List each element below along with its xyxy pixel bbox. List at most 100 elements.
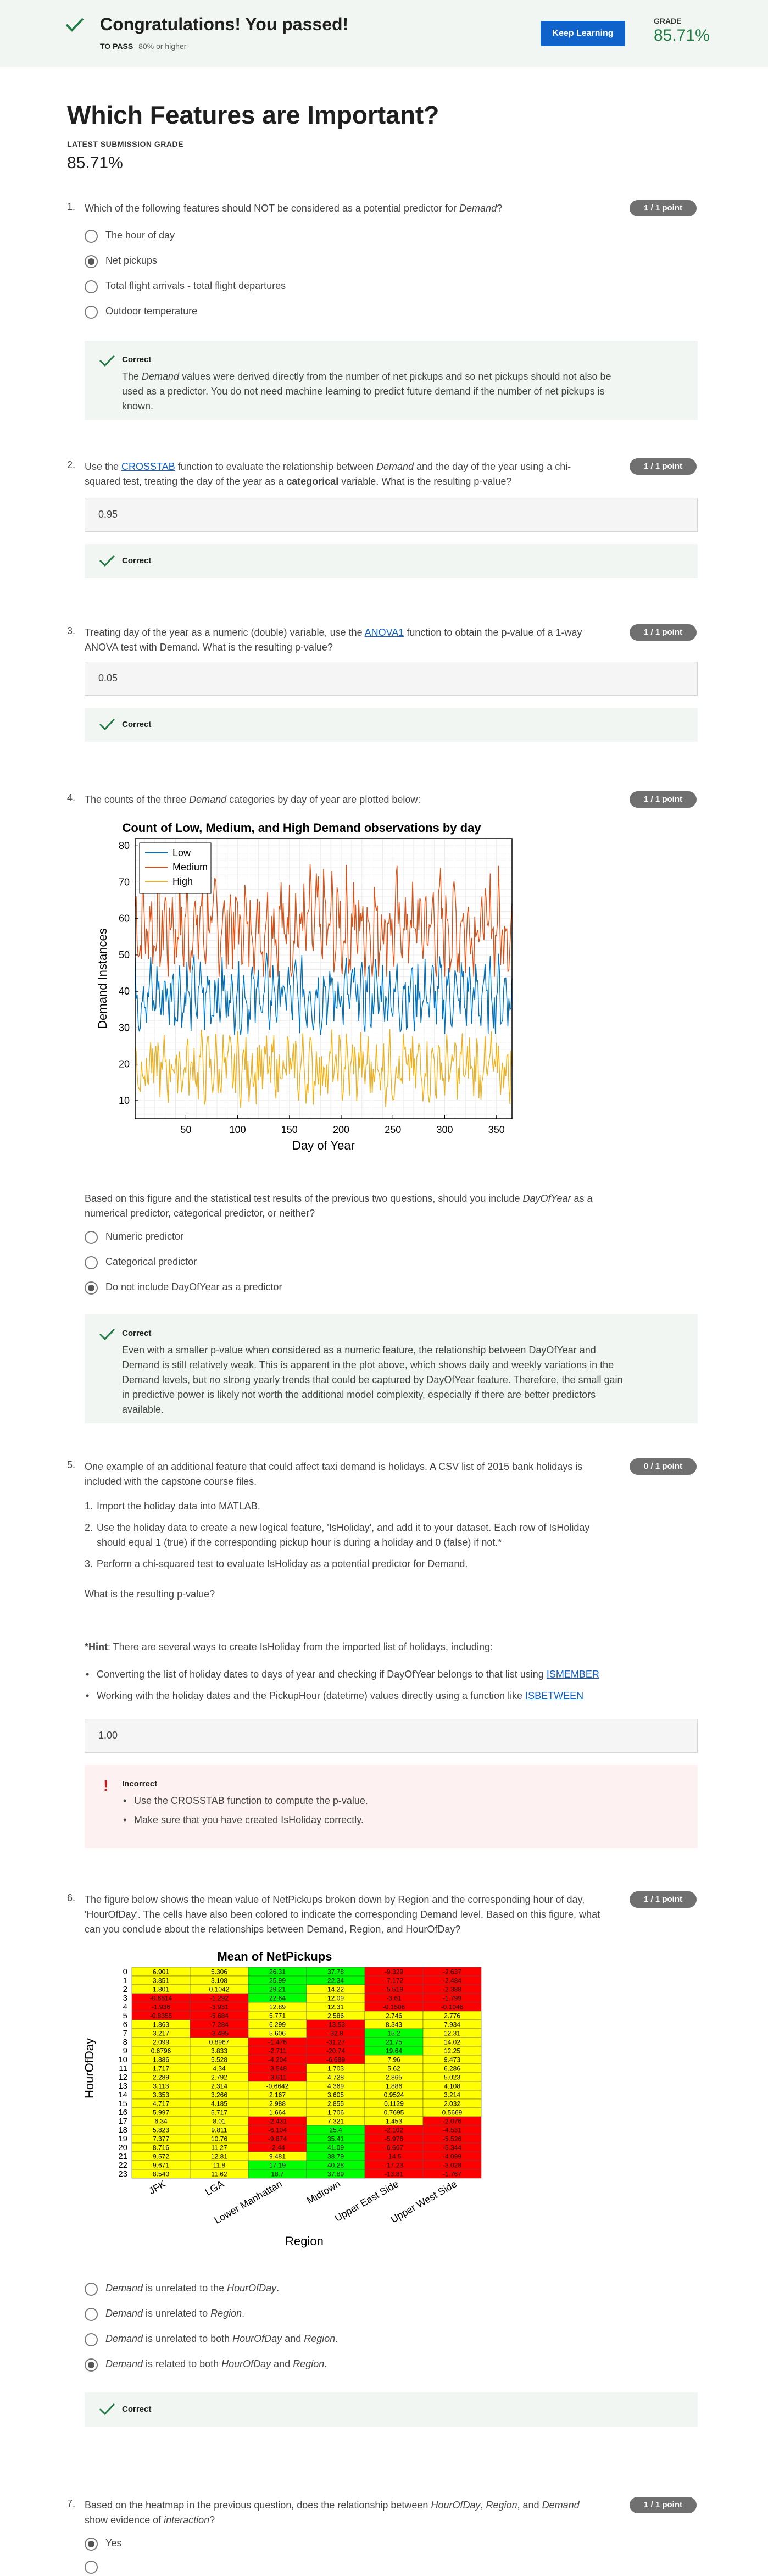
feedback-text: Even with a smaller p-value when conside… bbox=[122, 1345, 623, 1415]
cell-value: 25.4 bbox=[329, 2127, 342, 2134]
cell-value: 12.31 bbox=[444, 2030, 460, 2038]
to-pass-label: TO PASS bbox=[100, 42, 133, 51]
question-text: Based on this figure and the statistical… bbox=[85, 1193, 593, 1219]
series-line-low bbox=[135, 952, 513, 1035]
cell-value: -0.6814 bbox=[150, 1995, 172, 2002]
row-label: 9 bbox=[123, 2046, 127, 2056]
cell-value: 5.62 bbox=[387, 2065, 400, 2073]
cell-value: -7.284 bbox=[210, 2021, 229, 2029]
cell-value: 4.369 bbox=[327, 2083, 344, 2090]
page-title: Which Features are Important? bbox=[67, 101, 439, 129]
cell-value: 2.746 bbox=[386, 2012, 402, 2020]
row-label: 12 bbox=[118, 2073, 127, 2082]
row-label: 15 bbox=[118, 2099, 127, 2108]
cell-value: 6.286 bbox=[444, 2065, 460, 2073]
to-pass-value: 80% or higher bbox=[138, 42, 187, 51]
cell-value: 12.09 bbox=[327, 1995, 344, 2002]
row-label: 8 bbox=[123, 2038, 127, 2047]
anova1-link[interactable]: ANOVA1 bbox=[364, 627, 404, 638]
feedback-list: Use the CROSSTAB function to compute the… bbox=[122, 1794, 616, 1828]
cell-value: 3.605 bbox=[327, 2091, 344, 2099]
cell-value: 9.572 bbox=[153, 2153, 169, 2161]
radio-button[interactable] bbox=[85, 2308, 98, 2321]
cell-value: 0.1042 bbox=[209, 1986, 230, 1994]
cell-value: 41.09 bbox=[327, 2144, 344, 2152]
cell-value: 4.185 bbox=[211, 2100, 227, 2108]
radio-button[interactable] bbox=[85, 2333, 98, 2346]
feedback-correct: Correct The Demand values were derived d… bbox=[85, 341, 698, 420]
cell-value: 7.934 bbox=[444, 2021, 460, 2029]
radio-button-selected[interactable] bbox=[85, 2358, 98, 2372]
cell-value: 2.099 bbox=[153, 2039, 169, 2046]
radio-button-selected[interactable] bbox=[85, 255, 98, 268]
question-text: Use the CROSSTAB function to evaluate th… bbox=[85, 461, 571, 487]
x-tick-label: 100 bbox=[230, 1124, 246, 1135]
feedback-correct: Correct bbox=[85, 708, 698, 742]
cell-value: 5.306 bbox=[211, 1968, 227, 1976]
netpickups-heatmap: Mean of NetPickups 6.901 5.306 26.31 37.78 -… bbox=[85, 1950, 482, 2248]
chart-legend: Low Medium High bbox=[139, 842, 212, 894]
cell-value: 7.321 bbox=[327, 2118, 344, 2125]
answer-field[interactable]: 0.05 bbox=[85, 662, 698, 696]
cell-value: 3.108 bbox=[211, 1977, 227, 1985]
row-label: 16 bbox=[118, 2108, 127, 2117]
row-label: 13 bbox=[118, 2081, 127, 2091]
row-label: 23 bbox=[118, 2169, 127, 2179]
cell-value: -5.344 bbox=[443, 2144, 461, 2152]
question-number: 2. bbox=[67, 459, 76, 470]
result-banner: Congratulations! You passed! TO PASS 80% … bbox=[0, 0, 768, 67]
radio-button[interactable] bbox=[85, 306, 98, 319]
cell-value: -2.637 bbox=[443, 1968, 461, 1976]
radio-button[interactable] bbox=[85, 2283, 98, 2296]
y-tick-label: 20 bbox=[119, 1059, 130, 1070]
cell-value: -2.102 bbox=[385, 2127, 403, 2134]
cell-value: 4.717 bbox=[153, 2100, 169, 2108]
steps-list: 1. Import the holiday data into MATLAB. 2… bbox=[85, 1499, 612, 1578]
cell-value: 2.167 bbox=[269, 2091, 286, 2099]
ismember-link[interactable]: ISMEMBER bbox=[546, 1669, 599, 1680]
list-item: Working with the holiday dates and the P… bbox=[85, 1689, 634, 1703]
cell-value: 11.8 bbox=[213, 2162, 226, 2169]
question-number: 1. bbox=[67, 201, 76, 212]
radio-button[interactable] bbox=[85, 230, 98, 243]
y-axis-label: Demand Instances bbox=[96, 928, 109, 1029]
row-label: 3 bbox=[123, 1994, 127, 2003]
keep-learning-button[interactable]: Keep Learning bbox=[541, 21, 625, 46]
heatmap-cell bbox=[422, 2169, 482, 2179]
cell-value: -17.23 bbox=[385, 2162, 403, 2169]
radio-button[interactable] bbox=[85, 1231, 98, 1244]
series-line-medium bbox=[135, 864, 513, 978]
row-label: 19 bbox=[118, 2134, 127, 2144]
y-tick-label: 40 bbox=[119, 986, 130, 997]
cell-value: -4.204 bbox=[268, 2056, 287, 2064]
feedback-title: Correct bbox=[122, 720, 152, 729]
question-number: 4. bbox=[67, 792, 76, 803]
cell-value: 10.76 bbox=[211, 2135, 227, 2143]
answer-field[interactable]: 0.95 bbox=[85, 498, 698, 532]
question-ask: What is the resulting p-value? bbox=[85, 1589, 215, 1600]
radio-button[interactable] bbox=[85, 280, 98, 293]
list-item: 3. Perform a chi-squared test to evaluate… bbox=[85, 1558, 468, 1569]
cell-value: 6.299 bbox=[269, 2021, 286, 2029]
points-badge: 1 / 1 point bbox=[630, 1891, 697, 1908]
radio-button[interactable] bbox=[85, 2561, 98, 2574]
isbetween-link[interactable]: ISBETWEEN bbox=[525, 1690, 584, 1701]
feedback-incorrect: ! Incorrect Use the CROSSTAB function to… bbox=[85, 1765, 698, 1848]
question-text: One example of an additional feature tha… bbox=[85, 1461, 583, 1487]
cell-value: 4.728 bbox=[327, 2074, 344, 2081]
answer-field[interactable]: 1.00 bbox=[85, 1719, 698, 1753]
legend-label: Medium bbox=[172, 862, 208, 873]
radio-button-selected[interactable] bbox=[85, 1281, 98, 1295]
cell-value: 1.801 bbox=[153, 1986, 169, 1994]
radio-button[interactable] bbox=[85, 1256, 98, 1269]
radio-button-selected[interactable] bbox=[85, 2538, 98, 2551]
cell-value: 12.81 bbox=[211, 2153, 227, 2161]
cell-value: 9.481 bbox=[269, 2153, 286, 2161]
crosstab-link[interactable]: CROSSTAB bbox=[121, 461, 175, 472]
list-item: 1. Import the holiday data into MATLAB. bbox=[85, 1501, 260, 1512]
feedback-title: Correct bbox=[122, 355, 152, 364]
row-label: 17 bbox=[118, 2117, 127, 2126]
question-text: Treating day of the year as a numeric (d… bbox=[85, 627, 582, 653]
cell-value: -6.667 bbox=[385, 2144, 403, 2152]
row-label: 21 bbox=[118, 2152, 127, 2161]
